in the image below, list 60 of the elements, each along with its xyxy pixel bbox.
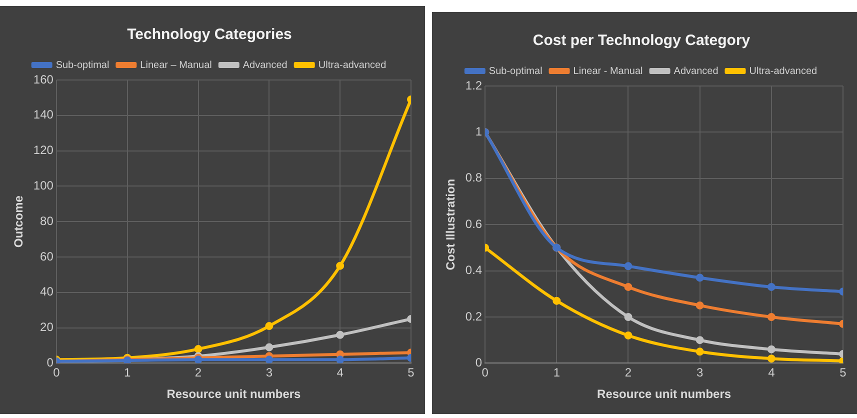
legend-label: Ultra-advanced	[318, 60, 386, 71]
y-tick-label: 140	[33, 108, 54, 122]
legend-label: Ultra-advanced	[749, 66, 818, 77]
y-tick-label: 100	[33, 178, 54, 193]
y-tick-label: 0	[46, 356, 54, 370]
point	[624, 313, 632, 321]
chart-title: Cost per Technology Category	[532, 32, 751, 50]
y-tick-label: 0.8	[465, 170, 482, 185]
x-tick-label: 4	[336, 366, 344, 380]
y-axis-title: Outcome	[12, 195, 26, 248]
point	[767, 282, 776, 291]
point	[265, 322, 274, 330]
x-tick-label: 1	[124, 366, 131, 380]
legend-label: Linear – Manual	[140, 60, 212, 71]
x-tick-label: 4	[768, 366, 776, 380]
point	[265, 356, 274, 364]
point	[767, 354, 776, 363]
y-tick-label: 0.6	[465, 216, 482, 231]
point	[696, 336, 704, 344]
y-tick-label: 160	[33, 72, 54, 86]
point	[336, 356, 344, 364]
point	[624, 262, 632, 270]
y-tick-label: 20	[40, 320, 54, 334]
legend-label: Sub-optimal	[488, 66, 542, 77]
x-tick-label: 2	[194, 366, 202, 380]
y-tick-label: 0.2	[465, 309, 482, 324]
point	[552, 296, 561, 305]
y-tick-label: 40	[40, 284, 54, 299]
x-axis-title: Resource unit numbers	[597, 387, 732, 402]
legend-label: Sub-optimal	[56, 60, 110, 71]
x-tick-label: 3	[266, 366, 273, 380]
y-axis-title: Cost Illustration	[444, 178, 458, 270]
point	[767, 345, 776, 354]
x-axis-title: Resource unit numbers	[166, 387, 302, 402]
x-tick-label: 5	[408, 366, 415, 380]
x-tick-label: 3	[696, 366, 704, 380]
chart-title: Technology Categories	[127, 26, 292, 44]
point	[767, 313, 776, 321]
x-tick-label: 2	[624, 366, 632, 380]
point	[194, 345, 202, 354]
point	[265, 343, 274, 352]
point	[336, 330, 344, 339]
point	[624, 331, 632, 340]
y-tick-label: 120	[33, 143, 54, 158]
y-tick-label: 1	[475, 124, 482, 139]
legend-label: Advanced	[674, 66, 718, 77]
y-tick-label: 80	[40, 214, 54, 228]
point	[696, 301, 704, 310]
y-tick-label: 0	[475, 356, 482, 370]
point	[624, 282, 632, 291]
x-tick-label: 5	[840, 366, 847, 380]
point	[336, 262, 344, 270]
x-tick-label: 1	[553, 366, 560, 380]
point	[696, 274, 704, 282]
legend-label: Linear - Manual	[573, 66, 643, 77]
y-tick-label: 1.2	[465, 78, 482, 92]
y-tick-label: 60	[40, 249, 54, 264]
y-tick-label: 0.4	[465, 263, 482, 278]
point	[696, 348, 704, 356]
legend-label: Advanced	[242, 60, 288, 71]
